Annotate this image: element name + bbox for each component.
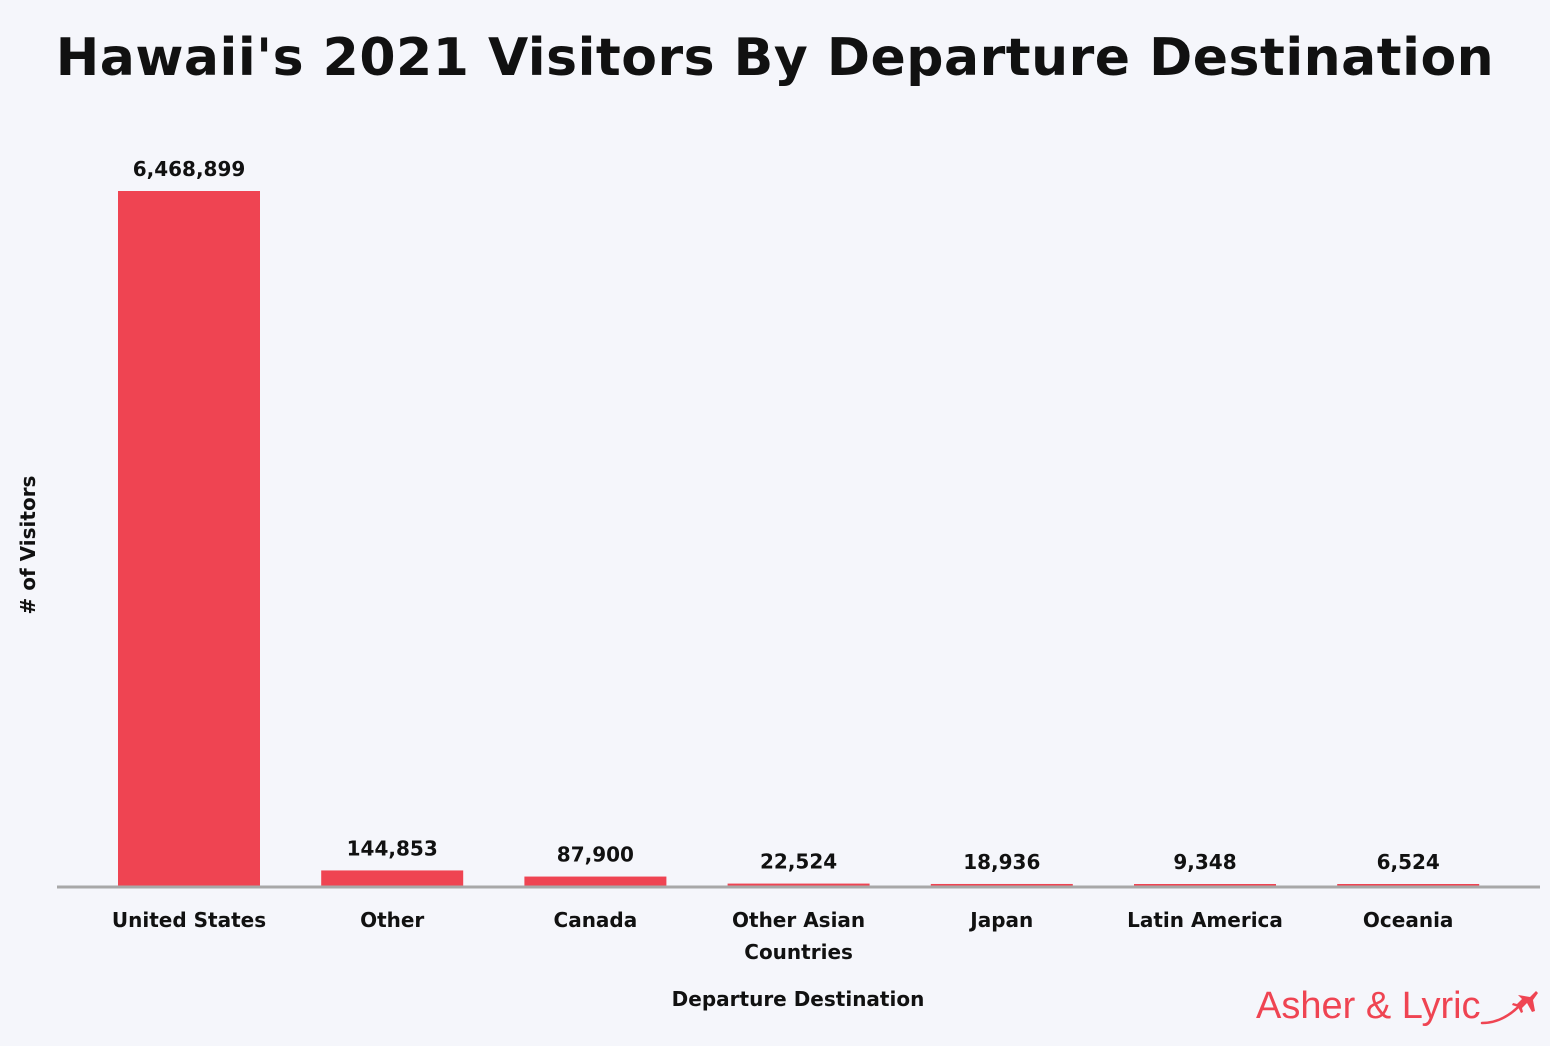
bar-latin-america <box>1134 884 1276 886</box>
x-tick-label: Latin America <box>1127 908 1283 932</box>
bar-other-asian-countries <box>727 883 870 886</box>
x-tick-label: Canada <box>553 908 638 932</box>
brand-logo: Asher & Lyric <box>1256 985 1538 1035</box>
bar-other <box>321 870 464 886</box>
x-tick-label: United States <box>111 908 267 932</box>
bar-value-label: 18,936 <box>963 850 1040 874</box>
x-axis-label: Departure Destination <box>671 987 925 1011</box>
bar-value-label: 22,524 <box>760 850 837 874</box>
bar-canada <box>524 876 667 886</box>
bar-united-states <box>118 191 260 886</box>
x-tick-label: Other Asian Countries <box>732 908 866 964</box>
bar-value-label: 144,853 <box>347 836 438 860</box>
bar-value-label: 6,468,899 <box>133 157 246 181</box>
bar-oceania <box>1337 884 1480 886</box>
chart-title: Hawaii's 2021 Visitors By Departure Dest… <box>55 28 1495 88</box>
bar-value-label: 9,348 <box>1173 850 1236 874</box>
bar-japan <box>930 883 1073 886</box>
x-tick-label: Oceania <box>1362 908 1454 932</box>
x-tick-label: Japan <box>970 908 1034 932</box>
bar-value-label: 87,900 <box>557 843 634 867</box>
airplane-icon <box>1480 991 1538 1025</box>
x-tick-label: Other <box>360 908 425 932</box>
bar-value-label: 6,524 <box>1377 850 1440 874</box>
brand-name: Asher & Lyric <box>1256 985 1481 1027</box>
